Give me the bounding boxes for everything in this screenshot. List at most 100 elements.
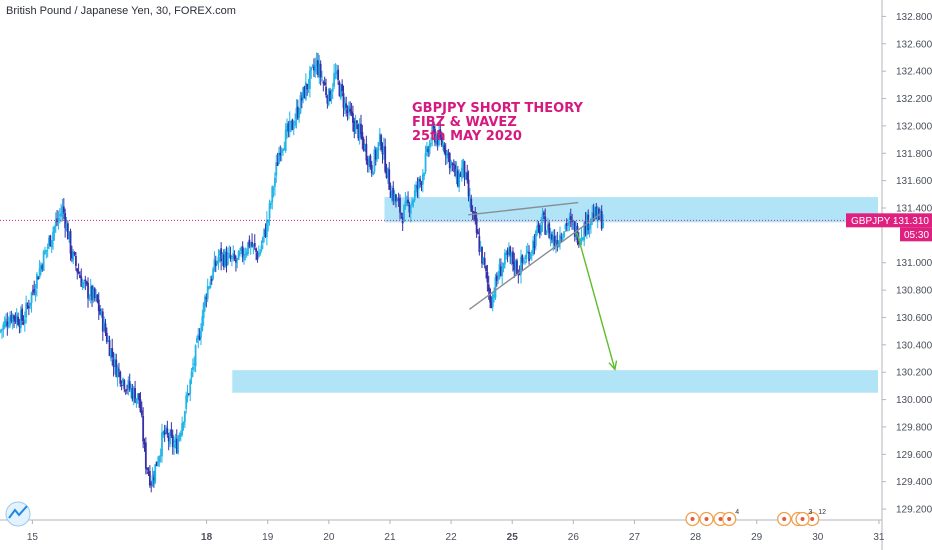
candle-body [310, 67, 313, 71]
candles-layer [0, 52, 604, 493]
candle-body [278, 153, 280, 164]
candle-body [524, 261, 526, 263]
candle-body [21, 308, 24, 321]
projection-arrow-line [576, 232, 616, 370]
candle-body [161, 432, 163, 457]
candle-body [474, 212, 477, 220]
candle-body [269, 202, 272, 205]
candle-body [469, 197, 471, 199]
candle-body [477, 231, 479, 235]
candle-body [333, 73, 335, 87]
current-price-symbol: GBPJPY · [851, 216, 896, 227]
event-dot-icon [690, 517, 695, 521]
candle-body [345, 103, 348, 108]
candle-body [142, 415, 145, 442]
candle-body [462, 159, 465, 171]
candle-body [497, 278, 500, 280]
candle-body [532, 240, 535, 255]
candle-body [376, 148, 379, 159]
candle-body [420, 182, 423, 185]
candle-body [26, 305, 29, 307]
candle-body [236, 258, 239, 261]
candle-body [473, 212, 475, 215]
candle-body [464, 172, 467, 180]
candle-body [210, 279, 213, 281]
candle-body [313, 66, 315, 71]
candle-body [308, 70, 311, 89]
candle-body [439, 129, 442, 138]
candle-body [427, 148, 430, 153]
candle-body [370, 164, 373, 174]
candle-body [342, 93, 345, 108]
y-tick-label: 130.600 [896, 313, 932, 324]
y-tick-label: 132.800 [896, 12, 932, 23]
candle-body [415, 184, 418, 193]
candle-body [417, 178, 420, 190]
candle-body [99, 309, 102, 315]
candle-body [46, 246, 49, 249]
candle-body [478, 236, 481, 252]
candle-body [392, 187, 395, 201]
candle-body [232, 253, 235, 258]
candle-body [158, 456, 161, 463]
candle-body [241, 246, 244, 258]
candle-body [139, 399, 142, 413]
candle-body [197, 334, 200, 340]
candle-body [225, 252, 228, 266]
candle-body [23, 319, 26, 323]
candle-body [442, 143, 444, 148]
candle-body [374, 149, 377, 160]
candle-body [482, 257, 485, 263]
candle-body [577, 241, 580, 245]
candle-body [124, 390, 127, 392]
candle-body [247, 242, 249, 254]
candle-body [244, 253, 247, 256]
candle-body [600, 210, 603, 229]
candle-body [88, 297, 91, 300]
candle-body [499, 266, 502, 277]
candle-body [331, 88, 334, 92]
candle-body [452, 164, 455, 166]
y-tick-label: 130.400 [896, 340, 932, 351]
candle-body [573, 221, 576, 237]
candle-body [599, 211, 602, 219]
candle-body [416, 185, 419, 189]
candle-body [588, 224, 591, 229]
candle-body [542, 212, 545, 215]
candle-body [391, 190, 393, 200]
candle-body [323, 82, 326, 86]
candle-body [83, 281, 85, 283]
candle-body [159, 455, 162, 457]
candle-body [280, 149, 283, 153]
event-marker: 3 [795, 509, 813, 527]
candle-body [282, 149, 284, 152]
trendlines-layer [0, 201, 882, 372]
candle-body [421, 174, 424, 185]
candle-body [303, 86, 306, 99]
candle-body [128, 381, 131, 390]
candle-body [357, 124, 360, 139]
candle-body [5, 318, 7, 324]
candle-body [68, 231, 71, 240]
candle-body [214, 261, 217, 266]
candle-body [240, 247, 243, 252]
candle-body [44, 250, 46, 254]
candle-body [6, 321, 9, 327]
candle-body [454, 164, 457, 177]
candle-body [489, 289, 491, 303]
candle-body [37, 276, 40, 280]
candle-body [40, 264, 42, 271]
candle-body [561, 238, 564, 240]
candle-body [512, 251, 514, 265]
candle-body [325, 86, 327, 96]
candle-body [337, 69, 340, 81]
candle-body [229, 254, 232, 259]
candle-body [193, 363, 196, 365]
candle-body [41, 265, 44, 270]
x-tick-label: 20 [323, 532, 335, 543]
candle-body [9, 317, 11, 326]
candle-body [451, 163, 454, 165]
candle-body [326, 95, 329, 104]
candle-body [261, 237, 264, 243]
